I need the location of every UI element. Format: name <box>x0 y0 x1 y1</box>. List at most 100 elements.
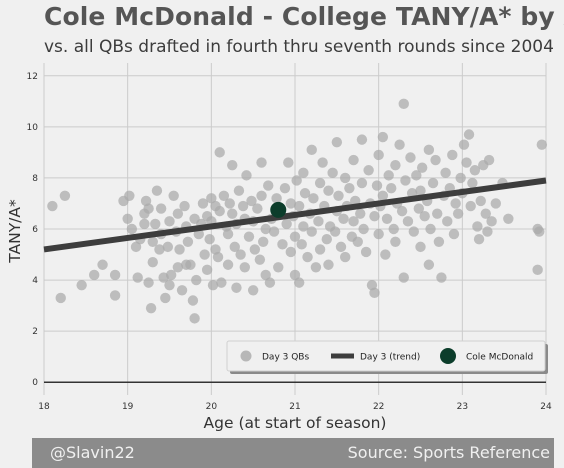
footer-source: Source: Sports Reference <box>347 443 550 462</box>
footer-bar: @Slavin22 Source: Sports Reference <box>32 438 554 468</box>
data-point <box>532 264 543 276</box>
data-point <box>76 279 87 291</box>
data-point <box>143 203 154 214</box>
data-point <box>143 277 154 288</box>
data-point <box>356 177 368 189</box>
data-point <box>150 218 161 230</box>
data-point <box>463 129 475 140</box>
data-point <box>289 231 301 242</box>
x-axis-label: Age (at start of season) <box>204 414 387 432</box>
data-point <box>176 285 188 296</box>
data-point <box>293 277 305 288</box>
legend-label-day3: Day 3 QBs <box>262 353 309 363</box>
data-point <box>172 262 184 273</box>
data-point <box>165 269 177 281</box>
data-point <box>390 236 401 247</box>
data-point <box>151 185 163 196</box>
data-point <box>218 190 230 201</box>
data-point <box>329 226 341 237</box>
data-point <box>283 157 294 168</box>
data-point <box>369 211 380 222</box>
data-point <box>227 159 238 171</box>
highlight-point-cole <box>270 201 287 218</box>
data-point <box>331 136 343 148</box>
data-point <box>97 259 108 270</box>
data-point <box>187 295 199 306</box>
data-point <box>249 244 261 255</box>
data-point <box>373 149 384 161</box>
legend-label-trend: Day 3 (trend) <box>360 353 420 363</box>
data-point <box>433 236 445 247</box>
data-point <box>291 175 302 186</box>
data-point <box>285 198 297 209</box>
data-point <box>380 249 391 260</box>
x-tick-label: 24 <box>540 402 552 412</box>
data-point <box>214 205 225 217</box>
data-point <box>430 154 441 166</box>
data-point <box>147 257 158 268</box>
data-point <box>465 200 476 212</box>
chart-subtitle: vs. all QBs drafted in fourth thru seven… <box>44 37 554 57</box>
footer-credit: @Slavin22 <box>50 443 135 462</box>
data-point <box>377 190 389 201</box>
data-point <box>189 313 200 324</box>
data-points <box>47 98 548 324</box>
x-tick-label: 23 <box>457 402 468 412</box>
data-point <box>145 302 157 314</box>
data-point <box>182 236 194 247</box>
data-point <box>419 211 430 222</box>
data-point <box>314 177 326 189</box>
data-point <box>306 226 317 237</box>
data-point <box>191 274 202 286</box>
data-point <box>89 269 100 281</box>
data-point <box>313 216 324 227</box>
data-point <box>321 234 332 245</box>
data-point <box>216 277 227 288</box>
data-point <box>388 223 399 235</box>
data-point <box>168 190 179 201</box>
data-point <box>450 198 461 209</box>
data-point <box>427 177 439 189</box>
data-point <box>298 167 309 179</box>
data-point <box>310 262 322 273</box>
data-point <box>486 216 497 227</box>
data-point <box>229 241 240 253</box>
data-point <box>348 216 359 227</box>
data-point <box>55 292 66 304</box>
data-point <box>147 236 158 247</box>
data-point <box>469 165 481 176</box>
data-point <box>386 182 397 194</box>
data-point <box>109 269 121 281</box>
legend-marker-day3 <box>240 350 252 362</box>
x-tick-label: 18 <box>38 402 50 412</box>
data-point <box>335 241 347 253</box>
data-point <box>363 165 374 176</box>
data-point <box>340 251 351 263</box>
data-point <box>467 177 478 189</box>
data-point <box>207 279 219 291</box>
data-point <box>423 259 435 270</box>
data-point <box>260 223 271 235</box>
data-point <box>231 282 242 293</box>
data-point <box>333 190 344 201</box>
x-tick-label: 19 <box>122 402 134 412</box>
data-point <box>201 264 213 276</box>
data-point <box>132 272 143 283</box>
data-point <box>415 241 426 253</box>
data-point <box>415 185 426 196</box>
data-point <box>154 244 165 255</box>
chart-title: Cole McDonald - College TANY/A* by Age <box>44 2 564 31</box>
data-point <box>402 216 414 227</box>
data-point <box>204 234 215 245</box>
data-point <box>197 198 209 209</box>
data-point <box>285 246 297 258</box>
data-point <box>258 236 269 247</box>
data-point <box>536 139 548 150</box>
data-point <box>172 208 184 219</box>
data-point <box>405 152 416 163</box>
data-point <box>268 226 280 237</box>
data-point <box>340 172 351 184</box>
data-point <box>260 269 271 281</box>
data-point <box>482 226 493 237</box>
data-point <box>214 147 225 158</box>
